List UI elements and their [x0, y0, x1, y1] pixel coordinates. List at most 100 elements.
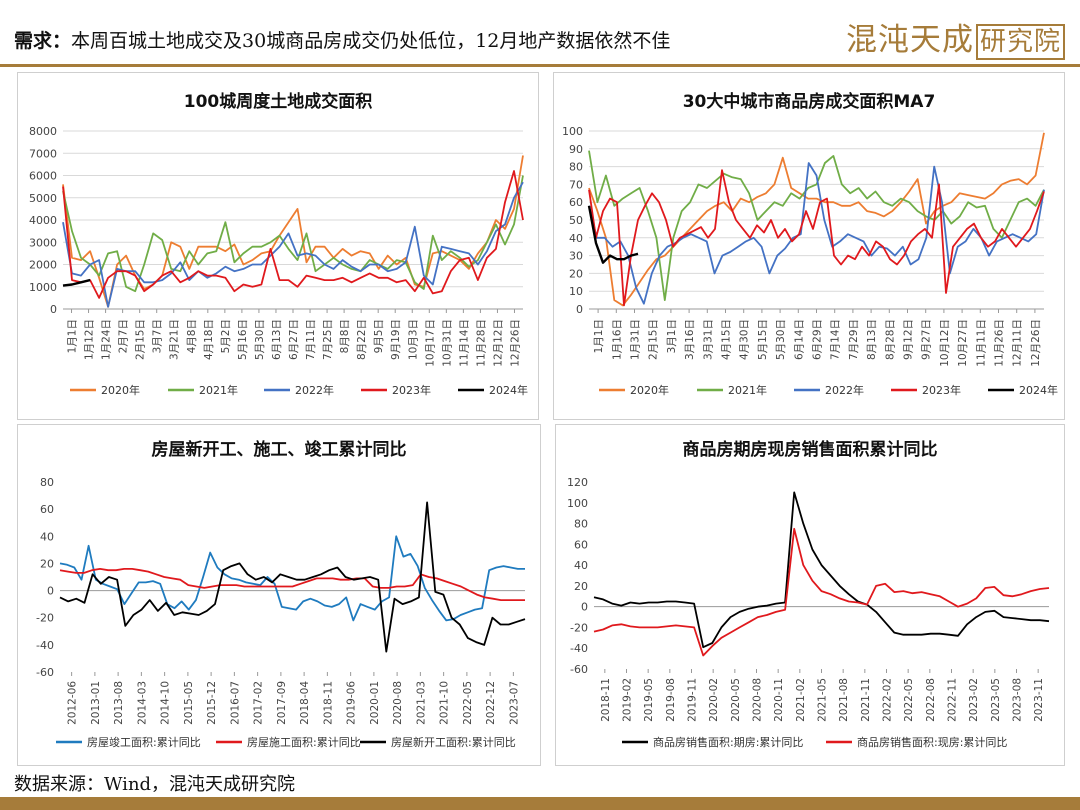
- y-tick-label: 60: [569, 196, 583, 209]
- logo-text: 混沌天成: [846, 22, 974, 58]
- x-tick-label: 2017-09: [276, 681, 288, 725]
- x-tick-label: 3月21日: [169, 319, 181, 360]
- chart-title: 房屋新开工、施工、竣工累计同比: [152, 439, 407, 460]
- page-title-prefix: 需求: [14, 30, 53, 52]
- x-tick-label: 2022-12: [485, 681, 497, 725]
- y-tick-label: 2000: [29, 259, 57, 272]
- x-tick-label: 11月11日: [975, 319, 987, 367]
- x-tick-label: 10月12日: [939, 319, 951, 367]
- legend-label: 2024年: [1019, 383, 1058, 397]
- x-tick-label: 1月24日: [101, 319, 113, 360]
- x-tick-label: 8月28日: [884, 319, 896, 360]
- chart-panel-housing-sales: 30大中城市商品房成交面积MA7 0 10 20 30 40 50 60 70 80 90 100 1月…: [553, 72, 1065, 420]
- x-tick-label: 2021-10: [439, 681, 451, 725]
- x-tick-label: 5月2日: [220, 319, 232, 353]
- y-tick-label: -40: [36, 639, 54, 652]
- x-tick-label: 5月30日: [775, 319, 787, 360]
- y-tick-label: 20: [40, 557, 54, 570]
- x-tick-label: 11月28日: [475, 319, 487, 367]
- x-tick-label: 6月13日: [271, 319, 283, 360]
- x-tick-label: 7月11日: [305, 319, 317, 360]
- x-tick-label: 2018-11: [600, 678, 612, 722]
- chart-presale-vs-completed: 商品房期房现房销售面积累计同比 -60 -40 -20 0 20 40 60 80 100 120 2…: [567, 439, 1050, 749]
- x-tick-label: 10月27日: [957, 319, 969, 367]
- x-tick-label: 2012-06: [67, 681, 79, 725]
- x-tick-label: 2020-08: [392, 681, 404, 725]
- x-tick-label: 12月11日: [1012, 319, 1024, 367]
- x-tick-label: 2019-08: [665, 678, 677, 722]
- chart-housing-sales-ma7: 30大中城市商品房成交面积MA7 0 10 20 30 40 50 60 70 80 90 100 1月…: [562, 91, 1058, 397]
- x-tick-label: 3月1日: [666, 319, 678, 353]
- x-tick-label: 11月26日: [994, 319, 1006, 367]
- legend-label: 房屋施工面积:累计同比: [247, 736, 361, 749]
- y-tick-label: 0: [47, 585, 54, 598]
- page-title-text: 本周百城土地成交及30城商品房成交仍处低位，12月地产数据依然不佳: [71, 30, 671, 52]
- y-tick-label: 80: [569, 161, 583, 174]
- legend-label: 2023年: [922, 383, 961, 397]
- x-tick-label: 3月16日: [684, 319, 696, 360]
- y-tick-label: 30: [569, 250, 583, 263]
- x-tick-label: 8月22日: [356, 319, 368, 360]
- x-tick-label: 2019-05: [643, 678, 655, 722]
- legend-label: 房屋新开工面积:累计同比: [391, 735, 516, 749]
- y-tick-label: 80: [40, 476, 54, 489]
- y-tick-label: 90: [569, 143, 583, 156]
- x-tick-label: 6月14日: [793, 319, 805, 360]
- legend-label: 2021年: [199, 383, 238, 397]
- logo-box-text: 研究院: [976, 24, 1066, 60]
- x-tick-label: 2015-12: [206, 681, 218, 725]
- series-line: [62, 170, 524, 299]
- x-tick-label: 2017-02: [253, 681, 265, 725]
- header-rule: [0, 64, 1080, 67]
- legend-label: 2023年: [392, 383, 431, 397]
- x-tick-label: 2020-05: [730, 678, 742, 722]
- y-tick-label: 100: [567, 497, 588, 510]
- x-tick-label: 2022-11: [947, 678, 959, 722]
- data-source-note: 数据来源：Wind，混沌天成研究院: [14, 774, 296, 795]
- x-tick-label: 12月12日: [492, 319, 504, 367]
- y-tick-label: -60: [36, 666, 54, 679]
- x-tick-label: 9月19日: [390, 319, 402, 360]
- x-tick-label: 7月29日: [848, 319, 860, 360]
- x-tick-label: 11月14日: [458, 319, 470, 367]
- y-tick-label: -40: [570, 642, 588, 655]
- chart-title: 商品房期房现房销售面积累计同比: [683, 439, 938, 460]
- x-tick-label: 2月15日: [648, 319, 660, 360]
- x-tick-label: 4月8日: [186, 319, 198, 353]
- legend-label: 商品房销售面积:期房:累计同比: [653, 735, 803, 749]
- series-line: [593, 491, 1050, 649]
- y-tick-label: 20: [574, 580, 588, 593]
- y-tick-label: 60: [574, 538, 588, 551]
- x-tick-label: 8月13日: [866, 319, 878, 360]
- y-tick-label: 3000: [29, 236, 57, 249]
- y-tick-label: 5000: [29, 192, 57, 205]
- y-tick-label: 40: [569, 232, 583, 245]
- x-tick-label: 1月16日: [611, 319, 623, 360]
- x-tick-label: 2月7日: [118, 319, 130, 353]
- y-tick-label: 120: [567, 476, 588, 489]
- x-tick-label: 3月7日: [152, 319, 164, 353]
- y-tick-label: 20: [569, 267, 583, 280]
- x-tick-label: 2022-05: [903, 678, 915, 722]
- x-tick-label: 2021-05: [817, 678, 829, 722]
- series-line: [62, 181, 524, 308]
- x-tick-label: 2021-03: [415, 681, 427, 725]
- x-tick-label: 2016-07: [229, 681, 241, 725]
- y-tick-label: 0: [576, 303, 583, 316]
- y-tick-label: 80: [574, 518, 588, 531]
- legend-label: 房屋竣工面积:累计同比: [87, 735, 201, 749]
- y-tick-label: 1000: [29, 281, 57, 294]
- y-tick-label: 8000: [29, 125, 57, 138]
- x-tick-label: 10月3日: [407, 319, 419, 360]
- x-tick-label: 2023-02: [968, 678, 980, 722]
- x-tick-label: 2021-02: [795, 678, 807, 722]
- x-tick-label: 4月15日: [721, 319, 733, 360]
- x-tick-label: 12月26日: [1030, 319, 1042, 367]
- x-tick-label: 2019-02: [622, 678, 634, 722]
- legend-label: 2022年: [295, 383, 334, 397]
- footer-band: [0, 797, 1080, 810]
- chart-construction-yoy: 房屋新开工、施工、竣工累计同比 -60 -40 -20 0 20 40 60 80 2012-06…: [36, 439, 526, 749]
- x-tick-label: 2013-01: [90, 681, 102, 725]
- series-line: [588, 169, 1045, 307]
- x-tick-label: 1月12日: [84, 319, 96, 360]
